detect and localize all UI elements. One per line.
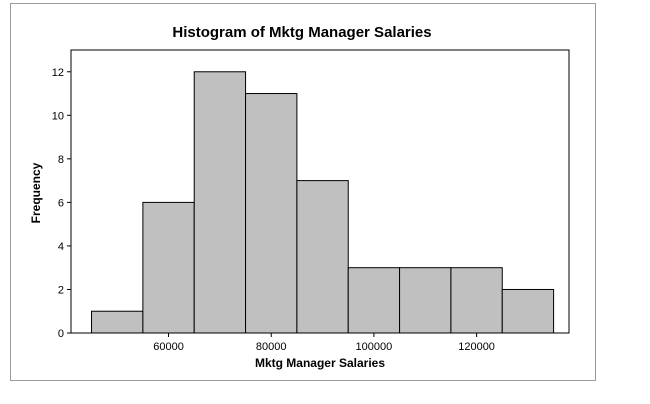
x-axis-label: Mktg Manager Salaries	[255, 356, 385, 370]
y-tick-label-2: 4	[58, 241, 64, 253]
x-tick-label-0: 60000	[153, 341, 184, 353]
histogram-bar-2	[193, 71, 247, 334]
y-axis-label: Frequency	[29, 162, 43, 223]
y-tick-label-1: 2	[58, 284, 64, 296]
histogram-bar-6	[399, 267, 452, 334]
y-tick-label-5: 10	[52, 110, 64, 122]
histogram-bar-5	[347, 267, 401, 334]
y-tick-label-0: 0	[58, 328, 64, 340]
histogram-bar-3	[245, 93, 298, 334]
y-tick-label-4: 8	[58, 154, 64, 166]
histogram-bar-1	[142, 201, 195, 334]
histogram-bar-7	[450, 267, 503, 334]
histogram-bar-8	[501, 288, 555, 334]
x-tick-label-1: 80000	[256, 341, 287, 353]
histogram-bar-4	[296, 180, 349, 334]
x-tick-label-2: 100000	[356, 341, 393, 353]
x-tick-label-3: 120000	[458, 341, 495, 353]
y-tick-label-6: 12	[52, 67, 64, 79]
histogram-bar-0	[91, 310, 144, 334]
plot-area: 0 2 4 6 8 10 12 60000 80000 100000 120000	[52, 49, 570, 353]
chart-title: Histogram of Mktg Manager Salaries	[172, 24, 431, 41]
y-tick-label-3: 6	[58, 197, 64, 209]
